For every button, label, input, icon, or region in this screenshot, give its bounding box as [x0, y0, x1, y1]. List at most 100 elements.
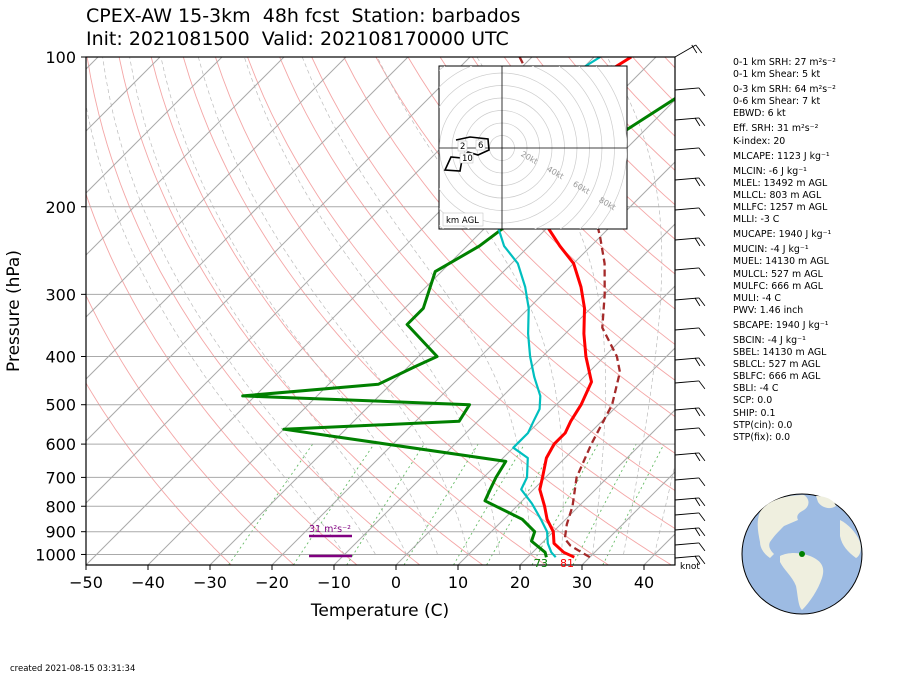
isotherm-line: [86, 57, 223, 194]
dry-adiabat-line: [150, 57, 546, 565]
index-row: MUCAPE: 1940 J kg⁻¹: [733, 229, 832, 241]
index-row: MULFC: 666 m AGL: [733, 280, 823, 292]
isotherm-line: [209, 99, 675, 565]
index-row: MLLCL: 803 m AGL: [733, 189, 822, 201]
y-tick-label: 300: [45, 285, 76, 304]
dry-adiabat-line: [247, 57, 675, 530]
wind-barb-flag: [698, 497, 706, 507]
index-row: STP(cin): 0.0: [733, 419, 793, 431]
globe-africa: [840, 520, 861, 558]
hodograph-legend: km AGL: [446, 216, 479, 226]
dry-adiabat-line: [86, 382, 232, 565]
wind-unit-label: knot: [680, 562, 700, 572]
index-row: MLCIN: -6 J kg⁻¹: [733, 165, 807, 177]
dry-adiabat-line: [86, 192, 358, 565]
index-row: 0-1 km SRH: 27 m²s⁻²: [733, 57, 836, 68]
hodograph-height-box: [459, 152, 474, 164]
globe-greenland: [816, 496, 836, 509]
mixing-ratio-line: [602, 443, 665, 565]
mixing-ratio-line: [453, 443, 525, 565]
mixing-ratio-line: [293, 443, 375, 565]
y-tick-label: 700: [45, 468, 76, 487]
index-row: 0-3 km SRH: 64 m²s⁻²: [733, 84, 836, 96]
y-tick-label: 600: [45, 435, 76, 454]
y-tick-label: 500: [45, 396, 76, 415]
wind-barb-flag: [694, 555, 701, 565]
wind-barb-flag: [698, 297, 706, 307]
x-tick-label: 0: [391, 573, 401, 592]
wind-barb-flag: [698, 327, 706, 337]
isotherm-line: [86, 57, 409, 380]
wind-barb-flag: [694, 237, 701, 247]
moist-adiabat-line: [129, 57, 407, 555]
x-tick-label: −10: [317, 573, 351, 592]
wind-barb: [674, 267, 699, 271]
wind-barb: [674, 542, 699, 546]
wind-barb-flag: [694, 452, 701, 462]
wind-barb-flag: [694, 407, 701, 417]
hodograph-legend-box: [442, 212, 484, 227]
wind-barb-flag: [698, 147, 706, 157]
y-tick-label: 100: [45, 48, 76, 67]
dry-adiabat-line: [182, 57, 609, 565]
y-tick-label: 800: [45, 497, 76, 516]
wind-barb-flag: [698, 380, 706, 390]
dry-adiabat-line: [279, 57, 675, 492]
moist-adiabat-line: [301, 57, 531, 555]
index-row: MLCAPE: 1123 J kg⁻¹: [733, 150, 830, 162]
hodograph-height-label: 2: [460, 142, 465, 152]
wind-barb-flag: [698, 527, 706, 537]
isotherm-line: [395, 285, 675, 565]
wind-barb-flag: [694, 497, 701, 507]
hodograph-trace: [443, 136, 490, 172]
dry-adiabat-line: [439, 57, 675, 310]
isotherm-line: [581, 471, 675, 565]
x-axis-label: Temperature (C): [310, 601, 449, 621]
wind-barb-flag: [698, 555, 706, 565]
index-row: SBLI: -4 C: [733, 383, 779, 395]
wind-barb: [674, 427, 699, 431]
wind-barb-flag: [698, 177, 706, 187]
index-row: PWV: 1.46 inch: [733, 304, 804, 316]
index-row: 0-1 km Shear: 5 kt: [733, 69, 821, 81]
wind-barb-flag: [695, 44, 703, 54]
index-row: MULI: -4 C: [733, 292, 781, 304]
isotherm-line: [519, 409, 675, 565]
mixing-ratio-line: [346, 443, 425, 565]
x-tick-label: −30: [193, 573, 227, 592]
mixing-ratio-line: [531, 443, 599, 565]
index-row: MUCIN: -4 J kg⁻¹: [733, 244, 809, 256]
wind-barb-flag: [698, 87, 706, 97]
index-row: SHIP: 0.1: [733, 407, 776, 419]
x-tick-label: 20: [510, 573, 530, 592]
wind-barb-flag: [694, 297, 701, 307]
hodograph-height-box: [475, 139, 486, 151]
wind-barb-flag: [698, 267, 706, 277]
x-tick-label: 40: [634, 573, 654, 592]
moist-adiabat-line: [654, 463, 675, 555]
dry-adiabat-line: [86, 294, 295, 565]
moist-adiabat-line: [243, 57, 500, 555]
globe-north-america: [757, 495, 809, 558]
mixing-ratio-line: [228, 443, 314, 565]
wind-barb-flag: [694, 357, 701, 367]
wind-barb: [674, 207, 699, 211]
wind-barb: [674, 512, 699, 516]
wind-barb-flag: [698, 512, 706, 522]
index-row: Eff. SRH: 31 m²s⁻²: [733, 123, 819, 135]
globe-south-america: [780, 553, 824, 610]
isotherm-line: [86, 57, 285, 256]
y-tick-label: 200: [45, 198, 76, 217]
x-tick-label: −40: [131, 573, 165, 592]
surface-dewpoint-label: 73: [534, 557, 548, 570]
wind-barb-flag: [694, 177, 701, 187]
wind-barb: [674, 327, 699, 331]
wind-barb-flag: [698, 207, 706, 217]
isotherm-line: [86, 57, 347, 318]
index-row: MLLI: -3 C: [733, 214, 780, 226]
srh-label: 31 m²s⁻²: [309, 524, 351, 535]
wind-barb: [674, 87, 699, 91]
wind-barb-flag: [694, 527, 701, 537]
wind-barb-flag: [698, 237, 706, 247]
index-row: MLLFC: 1257 m AGL: [733, 202, 828, 214]
